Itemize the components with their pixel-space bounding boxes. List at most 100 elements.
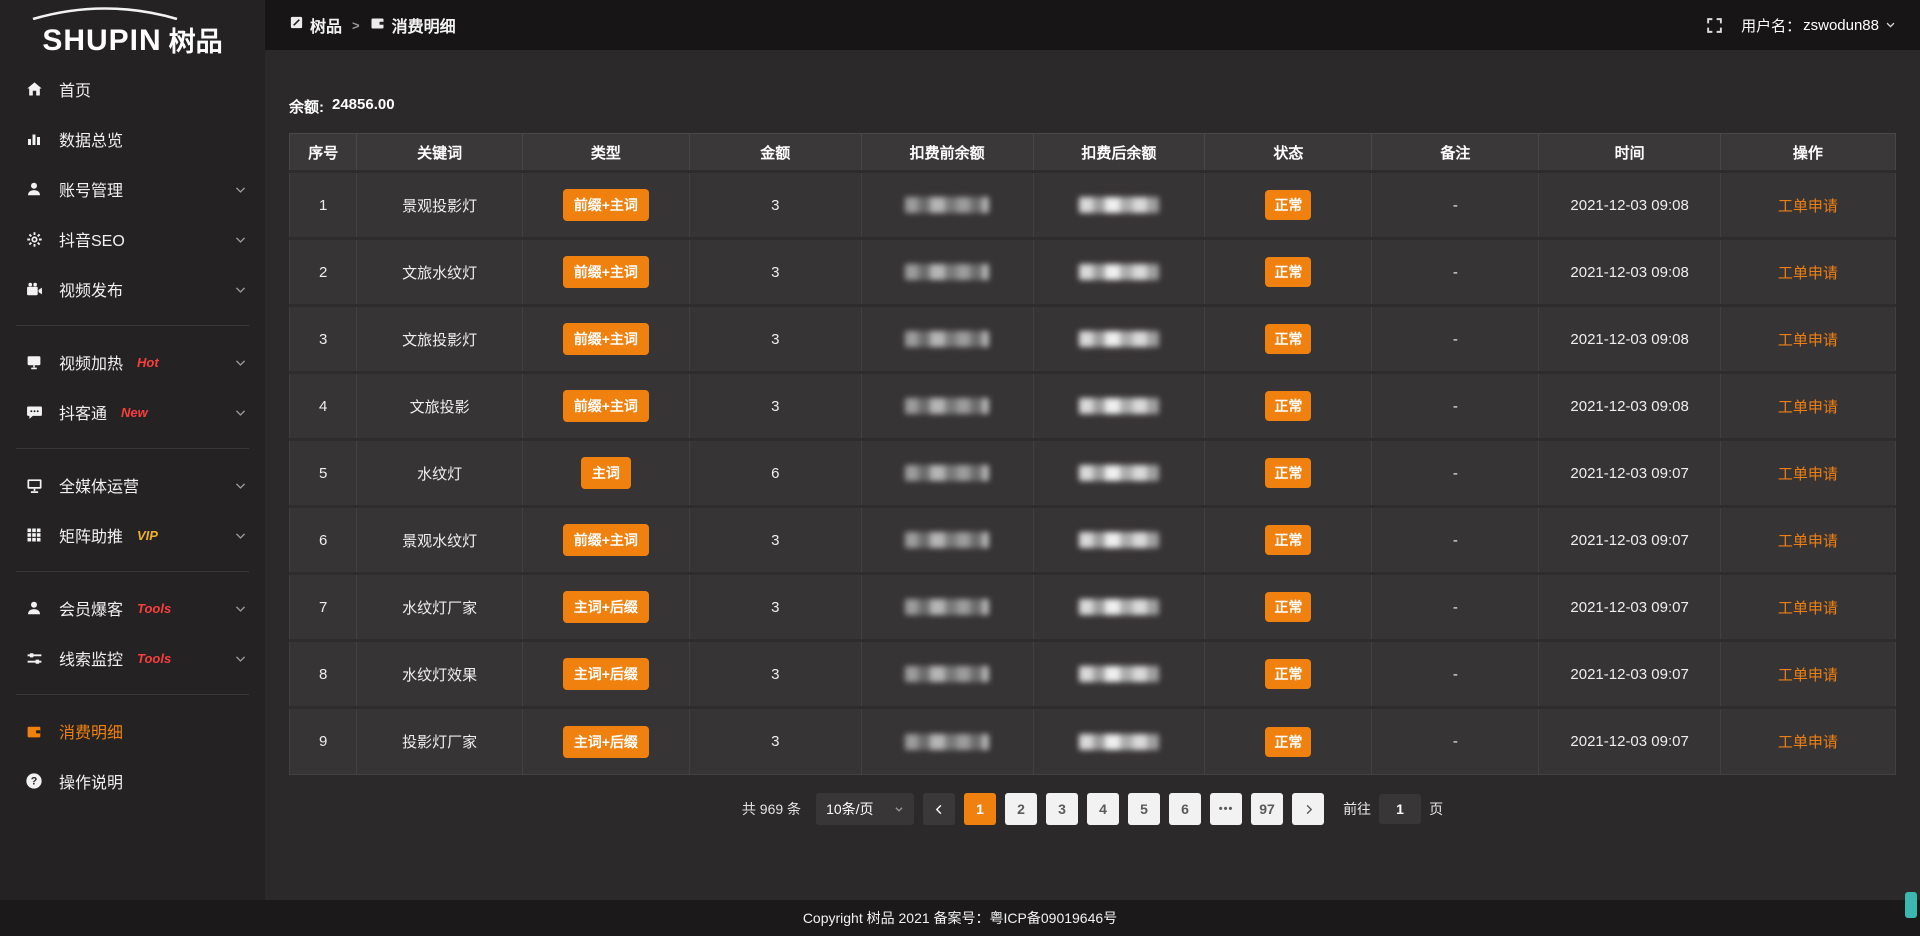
breadcrumb-item-current[interactable]: 消费明细 xyxy=(370,13,456,37)
cell-keyword: 景观水纹灯 xyxy=(356,505,523,574)
work-order-link[interactable]: 工单申请 xyxy=(1777,734,1838,751)
sidebar-item-video-publish[interactable]: 视频发布 xyxy=(0,264,265,314)
cell-status: 正常 xyxy=(1204,572,1373,641)
cell-amount: 6 xyxy=(688,438,862,507)
breadcrumb-label: 消费明细 xyxy=(391,19,456,36)
masked-balance-after xyxy=(1078,666,1159,682)
column-header: 关键词 xyxy=(356,133,523,173)
work-order-link[interactable]: 工单申请 xyxy=(1777,465,1838,483)
cell-balance-before xyxy=(860,505,1034,574)
page-button-4[interactable]: 4 xyxy=(1087,793,1120,825)
sidebar-item-member-baoke[interactable]: 会员爆客 Tools xyxy=(0,583,265,633)
user-menu[interactable]: 用户名： zswodun88 xyxy=(1741,15,1896,36)
cell-remark: - xyxy=(1371,371,1540,440)
cell-keyword: 水纹灯厂家 xyxy=(356,572,523,641)
cell-amount: 3 xyxy=(688,505,862,574)
goto-page-input[interactable] xyxy=(1379,794,1422,824)
cell-index: 3 xyxy=(288,304,358,373)
logo[interactable]: SHUPIN 树品 xyxy=(0,0,265,64)
status-badge: 正常 xyxy=(1265,592,1312,622)
cell-keyword: 文旅水纹灯 xyxy=(356,237,523,306)
sidebar-item-matrix-boost[interactable]: 矩阵助推 VIP xyxy=(0,510,265,560)
sidebar-nav: 首页数据总览账号管理 抖音SEO 视频发布视频加热 Hot 抖客通 New 全媒体运营 矩阵助… xyxy=(0,64,265,806)
cell-action: 工单申请 xyxy=(1719,505,1897,574)
floating-widget[interactable] xyxy=(1905,892,1917,918)
sidebar-item-media-operation[interactable]: 全媒体运营 xyxy=(0,460,265,510)
breadcrumb-separator: > xyxy=(352,17,360,33)
cell-status: 正常 xyxy=(1204,170,1373,239)
sidebar-divider xyxy=(16,325,249,326)
page-button-6[interactable]: 6 xyxy=(1169,793,1202,825)
sidebar-item-clue-monitor[interactable]: 线索监控 Tools xyxy=(0,633,265,683)
cell-time: 2021-12-03 09:07 xyxy=(1538,438,1721,507)
next-page-button[interactable] xyxy=(1292,793,1325,825)
work-order-link[interactable]: 工单申请 xyxy=(1777,197,1838,215)
work-order-link[interactable]: 工单申请 xyxy=(1777,398,1838,416)
sidebar-item-label: 数据总览 xyxy=(59,133,124,150)
sidebar-item-instructions[interactable]: ? 操作说明 xyxy=(0,756,265,806)
page-size-value: 10条/页 xyxy=(826,801,874,817)
cell-time: 2021-12-03 09:07 xyxy=(1538,706,1721,775)
camera-icon xyxy=(24,281,44,298)
page-button-2[interactable]: 2 xyxy=(1005,793,1038,825)
cell-balance-before xyxy=(860,438,1034,507)
work-order-link[interactable]: 工单申请 xyxy=(1777,264,1838,282)
cell-keyword: 文旅投影灯 xyxy=(356,304,523,373)
work-order-link[interactable]: 工单申请 xyxy=(1777,599,1838,617)
sidebar-item-label: 线索监控 xyxy=(59,652,124,669)
sidebar-item-account-manage[interactable]: 账号管理 xyxy=(0,164,265,214)
masked-balance-after xyxy=(1078,398,1159,414)
goto-page: 前往 页 xyxy=(1343,794,1443,824)
table-row: 8 水纹灯效果 主词+后缀 3 正常 -2021-12-03 09:07 工单申请 xyxy=(288,639,1897,708)
cell-time: 2021-12-03 09:07 xyxy=(1538,639,1721,708)
cell-balance-before xyxy=(860,706,1034,775)
table-row: 4 文旅投影 前缀+主词 3 正常 -2021-12-03 09:08 工单申请 xyxy=(288,371,1897,440)
sidebar-item-consume-detail[interactable]: 消费明细 xyxy=(0,706,265,756)
work-order-link[interactable]: 工单申请 xyxy=(1777,532,1838,550)
sidebar-item-label: 视频发布 xyxy=(59,283,124,300)
status-badge: 正常 xyxy=(1265,257,1312,287)
masked-balance-before xyxy=(905,666,990,682)
breadcrumb-item-home[interactable]: 树品 xyxy=(289,13,342,37)
sidebar-item-home[interactable]: 首页 xyxy=(0,64,265,114)
cell-remark: - xyxy=(1371,706,1540,775)
work-order-link[interactable]: 工单申请 xyxy=(1777,666,1838,684)
table-row: 2 文旅水纹灯 前缀+主词 3 正常 -2021-12-03 09:08 工单申请 xyxy=(288,237,1897,306)
cell-amount: 3 xyxy=(688,371,862,440)
page-button-5[interactable]: 5 xyxy=(1128,793,1161,825)
page-button-97[interactable]: 97 xyxy=(1251,793,1284,825)
page-size-select[interactable]: 10条/页 xyxy=(816,793,915,825)
cell-remark: - xyxy=(1371,170,1540,239)
column-header: 操作 xyxy=(1719,133,1897,173)
work-order-link[interactable]: 工单申请 xyxy=(1777,331,1838,349)
sidebar-item-douketong[interactable]: 抖客通 New xyxy=(0,387,265,437)
sidebar-item-data-overview[interactable]: 数据总览 xyxy=(0,114,265,164)
cell-amount: 3 xyxy=(688,304,862,373)
status-badge: 正常 xyxy=(1265,659,1312,689)
page-ellipsis-button[interactable]: ••• xyxy=(1210,793,1243,825)
sidebar-item-tag: Tools xyxy=(137,600,172,616)
sidebar-item-label: 抖客通 xyxy=(59,406,108,423)
cell-remark: - xyxy=(1371,505,1540,574)
page-button-1[interactable]: 1 xyxy=(964,793,997,825)
cell-remark: - xyxy=(1371,304,1540,373)
column-header: 时间 xyxy=(1538,133,1721,173)
wallet-icon xyxy=(24,723,44,740)
cell-keyword: 文旅投影 xyxy=(356,371,523,440)
cell-type: 前缀+主词 xyxy=(521,170,690,239)
table-row: 7 水纹灯厂家 主词+后缀 3 正常 -2021-12-03 09:07 工单申请 xyxy=(288,572,1897,641)
user-icon xyxy=(24,181,44,197)
username-label: 用户名： xyxy=(1741,17,1802,35)
cell-balance-after xyxy=(1032,639,1206,708)
prev-page-button[interactable] xyxy=(923,793,956,825)
cell-status: 正常 xyxy=(1204,371,1373,440)
cell-keyword: 投影灯厂家 xyxy=(356,706,523,775)
fullscreen-icon[interactable] xyxy=(1706,17,1723,34)
sidebar-item-douyin-seo[interactable]: 抖音SEO xyxy=(0,214,265,264)
cell-type: 主词+后缀 xyxy=(521,572,690,641)
sidebar-item-video-heat[interactable]: 视频加热 Hot xyxy=(0,337,265,387)
page-button-3[interactable]: 3 xyxy=(1046,793,1079,825)
balance: 余额: 24856.00 xyxy=(289,50,1896,117)
column-header: 扣费后余额 xyxy=(1032,133,1206,173)
